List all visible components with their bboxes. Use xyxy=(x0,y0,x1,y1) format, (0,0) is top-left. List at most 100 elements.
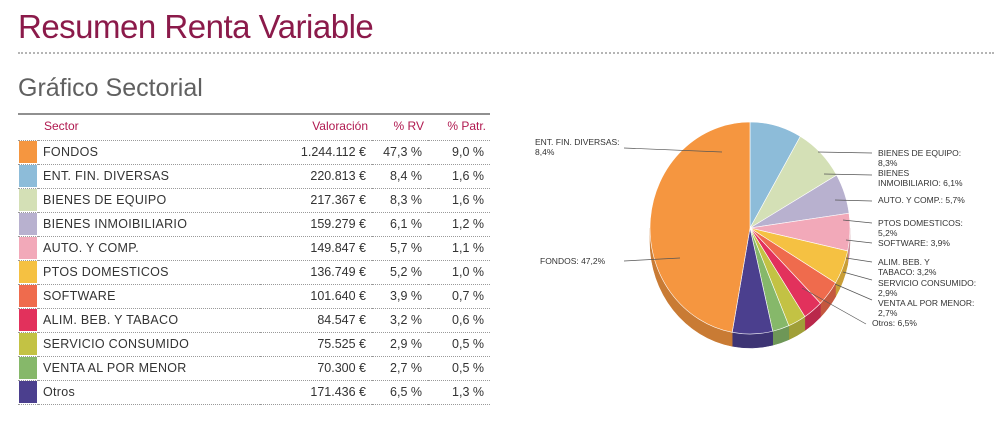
pie-label-7: SERVICIO CONSUMIDO: 2,9% xyxy=(878,278,976,298)
valoracion-cell: 171.436 € xyxy=(310,385,366,399)
pie-leader-line-10 xyxy=(623,257,681,262)
valoracion-cell: 84.547 € xyxy=(317,313,366,327)
color-swatch xyxy=(19,285,37,307)
header-pct-rv: % RV xyxy=(393,119,424,134)
pie-label-2: BIENES INMOIBILIARIO: 6,1% xyxy=(878,168,963,188)
pie-label-9: Otros: 6,5% xyxy=(872,318,917,328)
pie-labels: ENT. FIN. DIVERSAS: 8,4% BIENES DE EQUIPO:… xyxy=(535,137,976,328)
pie-leader-line-9 xyxy=(801,287,867,325)
sector-name: Otros xyxy=(43,385,76,399)
header-swatch xyxy=(18,114,38,140)
sector-name: SOFTWARE xyxy=(43,289,116,303)
color-swatch xyxy=(19,237,37,259)
table-row: BIENES INMOIBILIARIO 159.279 € 6,1 % 1,2… xyxy=(18,212,490,236)
valoracion-cell: 101.640 € xyxy=(310,289,366,303)
pie-chart-svg: ENT. FIN. DIVERSAS: 8,4% BIENES DE EQUIPO:… xyxy=(535,121,976,349)
pct-patr-cell: 1,6 % xyxy=(452,169,484,183)
pie-label-8: VENTA AL POR MENOR: 2,7% xyxy=(878,298,974,318)
header-sector: Sector xyxy=(44,119,79,134)
table-row: ENT. FIN. DIVERSAS 220.813 € 8,4 % 1,6 % xyxy=(18,164,490,188)
pie-leader-line-2 xyxy=(823,173,873,176)
sector-table: Sector Valoración % RV % Patr. FONDOS 1.… xyxy=(18,113,490,405)
sector-name: VENTA AL POR MENOR xyxy=(43,361,187,375)
color-swatch xyxy=(19,381,37,403)
pct-rv-cell: 6,5 % xyxy=(390,385,422,399)
page-title: Resumen Renta Variable xyxy=(18,8,374,45)
pie-label-0: ENT. FIN. DIVERSAS: 8,4% xyxy=(535,137,620,157)
sector-name: FONDOS xyxy=(43,145,99,159)
valoracion-cell: 220.813 € xyxy=(310,169,366,183)
sector-name: SERVICIO CONSUMIDO xyxy=(43,337,190,351)
valoracion-cell: 70.300 € xyxy=(317,361,366,375)
table-row: SERVICIO CONSUMIDO 75.525 € 2,9 % 0,5 % xyxy=(18,332,490,356)
sector-name: ENT. FIN. DIVERSAS xyxy=(43,169,170,183)
pie-leader-line-4 xyxy=(842,219,873,224)
pct-patr-cell: 0,6 % xyxy=(452,313,484,327)
color-swatch xyxy=(19,357,37,379)
pie-label-6: ALIM. BEB. Y TABACO: 3,2% xyxy=(878,257,937,277)
pct-patr-cell: 0,5 % xyxy=(452,337,484,351)
pie-label-1: BIENES DE EQUIPO: 8,3% xyxy=(878,148,961,168)
pct-patr-cell: 0,7 % xyxy=(452,289,484,303)
valoracion-cell: 217.367 € xyxy=(310,193,366,207)
pct-rv-cell: 47,3 % xyxy=(383,145,422,159)
valoracion-cell: 75.525 € xyxy=(317,337,366,351)
pie-leader-line-8 xyxy=(834,283,873,301)
color-swatch xyxy=(19,189,37,211)
pct-patr-cell: 0,5 % xyxy=(452,361,484,375)
table-row: FONDOS 1.244.112 € 47,3 % 9,0 % xyxy=(18,140,490,164)
pct-patr-cell: 1,2 % xyxy=(452,217,484,231)
pie-leader-line-0 xyxy=(623,147,723,153)
sector-name: PTOS DOMESTICOS xyxy=(43,265,169,279)
sector-name: BIENES INMOIBILIARIO xyxy=(43,217,188,231)
pct-rv-cell: 3,2 % xyxy=(390,313,422,327)
pie-label-4: PTOS DOMESTICOS: 5,2% xyxy=(878,218,963,238)
pct-rv-cell: 3,9 % xyxy=(390,289,422,303)
header-pct-patr: % Patr. xyxy=(447,119,486,134)
pct-patr-cell: 9,0 % xyxy=(452,145,484,159)
pct-rv-cell: 5,2 % xyxy=(390,265,422,279)
table-row: AUTO. Y COMP. 149.847 € 5,7 % 1,1 % xyxy=(18,236,490,260)
header-valoracion: Valoración xyxy=(312,119,368,134)
section-title: Gráfico Sectorial xyxy=(18,74,203,102)
table-row: ALIM. BEB. Y TABACO 84.547 € 3,2 % 0,6 % xyxy=(18,308,490,332)
table-row: PTOS DOMESTICOS 136.749 € 5,2 % 1,0 % xyxy=(18,260,490,284)
table-row: Otros 171.436 € 6,5 % 1,3 % xyxy=(18,380,490,404)
pct-rv-cell: 8,3 % xyxy=(390,193,422,207)
pie-side-walls xyxy=(649,227,851,349)
sector-table-container: Sector Valoración % RV % Patr. FONDOS 1.… xyxy=(18,113,490,405)
pie-leader-line-1 xyxy=(817,151,873,154)
color-swatch xyxy=(19,165,37,187)
valoracion-cell: 159.279 € xyxy=(310,217,366,231)
pie-slices xyxy=(649,121,851,335)
pie-label-5: SOFTWARE: 3,9% xyxy=(878,238,950,248)
valoracion-cell: 1.244.112 € xyxy=(300,145,366,159)
sector-name: AUTO. Y COMP. xyxy=(43,241,140,255)
pie-label-3: AUTO. Y COMP.: 5,7% xyxy=(878,195,965,205)
table-header-row: Sector Valoración % RV % Patr. xyxy=(18,114,490,140)
table-row: VENTA AL POR MENOR 70.300 € 2,7 % 0,5 % xyxy=(18,356,490,380)
pct-rv-cell: 2,7 % xyxy=(390,361,422,375)
pie-label-10: FONDOS: 47,2% xyxy=(540,256,606,266)
table-row: SOFTWARE 101.640 € 3,9 % 0,7 % xyxy=(18,284,490,308)
pct-patr-cell: 1,0 % xyxy=(452,265,484,279)
color-swatch xyxy=(19,141,37,163)
pie-leader-line-7 xyxy=(842,271,873,281)
pct-patr-cell: 1,1 % xyxy=(452,241,484,255)
title-divider xyxy=(18,52,994,54)
pct-rv-cell: 8,4 % xyxy=(390,169,422,183)
valoracion-cell: 136.749 € xyxy=(310,265,366,279)
pct-patr-cell: 1,6 % xyxy=(452,193,484,207)
table-row: BIENES DE EQUIPO 217.367 € 8,3 % 1,6 % xyxy=(18,188,490,212)
sector-name: BIENES DE EQUIPO xyxy=(43,193,167,207)
pct-rv-cell: 5,7 % xyxy=(390,241,422,255)
color-swatch xyxy=(19,309,37,331)
table-body: FONDOS 1.244.112 € 47,3 % 9,0 % ENT. FIN… xyxy=(18,140,490,404)
pie-slice-10 xyxy=(649,121,751,333)
pie-leader-line-6 xyxy=(845,257,873,263)
pie-leader-line-5 xyxy=(845,239,873,244)
sector-name: ALIM. BEB. Y TABACO xyxy=(43,313,179,327)
pct-rv-cell: 6,1 % xyxy=(390,217,422,231)
color-swatch xyxy=(19,213,37,235)
valoracion-cell: 149.847 € xyxy=(310,241,366,255)
